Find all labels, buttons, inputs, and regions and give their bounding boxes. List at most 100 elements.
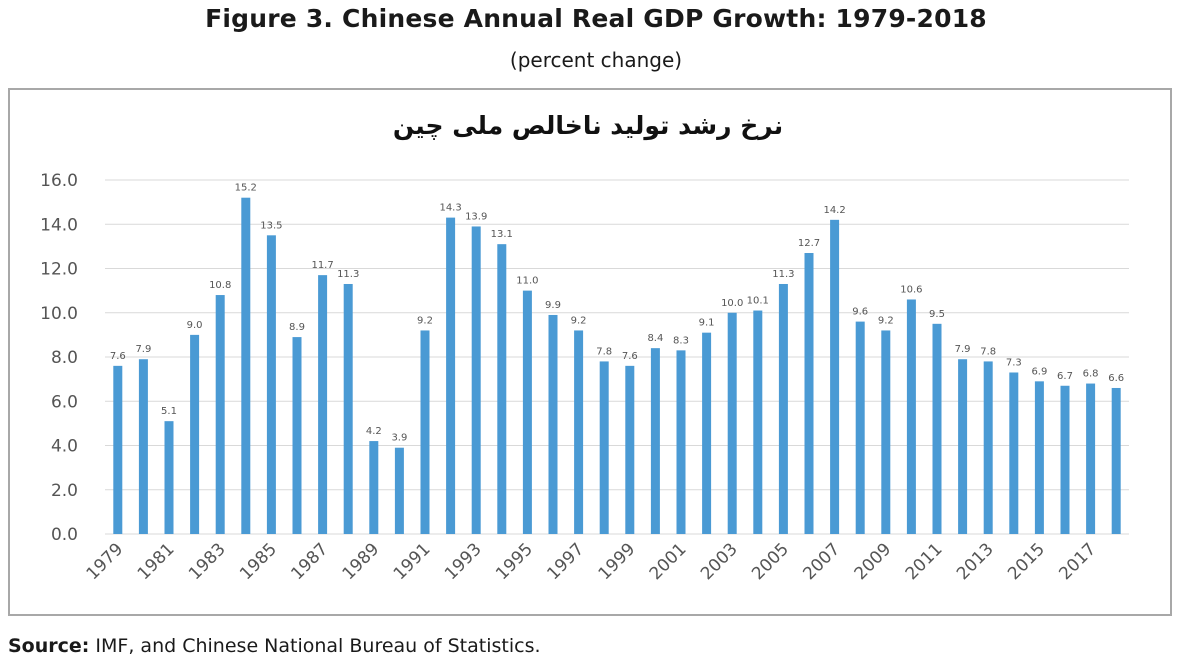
data-label: 14.2 — [823, 205, 845, 216]
data-label: 10.1 — [747, 296, 769, 307]
bar — [702, 332, 712, 534]
bar — [420, 330, 430, 534]
data-label: 8.9 — [289, 322, 305, 333]
data-label: 6.7 — [1057, 371, 1073, 382]
data-label: 4.2 — [366, 426, 382, 437]
data-label: 10.0 — [721, 298, 743, 309]
bar — [266, 235, 276, 534]
x-tick-label: 1993 — [441, 539, 486, 584]
data-label: 8.4 — [647, 333, 663, 344]
data-label: 15.2 — [235, 183, 257, 194]
data-label: 9.5 — [929, 309, 945, 320]
x-tick-label: 1997 — [543, 539, 588, 584]
x-tick-label: 1991 — [390, 539, 435, 584]
bar — [932, 323, 942, 534]
x-tick-label: 2001 — [646, 539, 691, 584]
bar — [446, 217, 456, 535]
data-label: 11.7 — [311, 260, 333, 271]
data-label: 11.3 — [772, 269, 794, 280]
x-tick-label: 2017 — [1055, 539, 1100, 584]
data-label: 11.3 — [337, 269, 359, 280]
bar — [983, 361, 993, 534]
data-label: 9.6 — [852, 307, 868, 318]
y-tick-label: 6.0 — [51, 392, 78, 412]
data-label: 13.1 — [491, 229, 513, 240]
bar — [522, 290, 532, 534]
chart-title: نرخ رشد تولید ناخالص ملی چین — [393, 111, 783, 141]
bar — [727, 312, 737, 534]
bar — [753, 310, 763, 534]
x-tick-label: 2009 — [851, 539, 896, 584]
data-label: 10.6 — [900, 284, 922, 295]
source-note: Source: IMF, and Chinese National Bureau… — [8, 635, 541, 657]
bar — [650, 348, 660, 534]
data-label: 5.1 — [161, 406, 177, 417]
x-tick-label: 2011 — [902, 539, 947, 584]
bar — [778, 283, 788, 534]
bar — [1034, 381, 1044, 534]
y-tick-label: 2.0 — [51, 481, 78, 501]
y-tick-label: 14.0 — [40, 215, 78, 235]
bar — [830, 219, 840, 534]
data-label: 12.7 — [798, 238, 820, 249]
source-label: Source: — [8, 635, 90, 657]
data-label: 6.6 — [1108, 373, 1124, 384]
bar — [1009, 372, 1019, 534]
data-label: 14.3 — [439, 203, 461, 214]
data-label: 9.2 — [878, 315, 894, 326]
data-label: 9.9 — [545, 300, 561, 311]
bar — [906, 299, 916, 534]
x-tick-label: 1989 — [339, 539, 384, 584]
data-label: 10.8 — [209, 280, 231, 291]
x-tick-label: 1987 — [287, 539, 332, 584]
bar — [369, 441, 379, 534]
y-tick-label: 12.0 — [40, 260, 78, 280]
x-tick-label: 1995 — [492, 539, 537, 584]
figure-subtitle: (percent change) — [509, 48, 683, 72]
x-tick-label: 2015 — [1004, 539, 1049, 584]
y-tick-label: 4.0 — [51, 437, 78, 457]
data-label: 3.9 — [391, 433, 407, 444]
x-tick-label: 1979 — [83, 539, 128, 584]
bar — [190, 334, 200, 534]
y-axis-ticks: 0.0 2.0 4.0 6.0 8.0 10.0 12.0 14.0 16.0 — [40, 171, 78, 545]
data-label: 6.9 — [1031, 366, 1047, 377]
data-label: 7.9 — [135, 344, 151, 355]
bar — [138, 359, 148, 534]
bar — [497, 244, 507, 534]
x-axis-ticks: 1979 1981 1983 1985 1987 1989 1991 1993 1995 1997… — [83, 539, 1101, 584]
y-tick-label: 0.0 — [51, 525, 78, 545]
bar — [958, 359, 968, 534]
bar — [394, 447, 404, 534]
bar — [1111, 387, 1121, 534]
data-label: 7.6 — [110, 351, 126, 362]
y-tick-label: 16.0 — [40, 171, 78, 191]
bar — [855, 321, 865, 534]
bar — [1060, 385, 1070, 534]
bar — [241, 197, 251, 534]
chart-frame — [8, 88, 1172, 616]
data-label: 13.5 — [260, 220, 282, 231]
bar — [215, 295, 225, 534]
data-label: 7.8 — [596, 346, 612, 357]
data-label: 6.8 — [1083, 369, 1099, 380]
bar — [574, 330, 584, 534]
data-label: 9.0 — [187, 320, 203, 331]
bar — [804, 253, 814, 534]
x-tick-label: 2003 — [697, 539, 742, 584]
bar — [625, 365, 635, 534]
x-tick-label: 2007 — [799, 539, 844, 584]
x-tick-label: 1999 — [595, 539, 640, 584]
gridlines — [105, 179, 1129, 535]
bar — [318, 275, 328, 534]
data-label: 9.2 — [417, 315, 433, 326]
bar — [113, 365, 123, 534]
data-label: 7.8 — [980, 346, 996, 357]
bar — [881, 330, 891, 534]
source-text: IMF, and Chinese National Bureau of Stat… — [89, 635, 541, 657]
y-tick-label: 10.0 — [40, 304, 78, 324]
data-label: 11.0 — [516, 276, 538, 287]
y-tick-label: 8.0 — [51, 348, 78, 368]
bar — [164, 421, 174, 534]
data-labels: 7.6 7.9 5.1 9.0 10.8 15.2 13.5 8.9 11.7 11.3 4.2 3.… — [110, 183, 1124, 444]
